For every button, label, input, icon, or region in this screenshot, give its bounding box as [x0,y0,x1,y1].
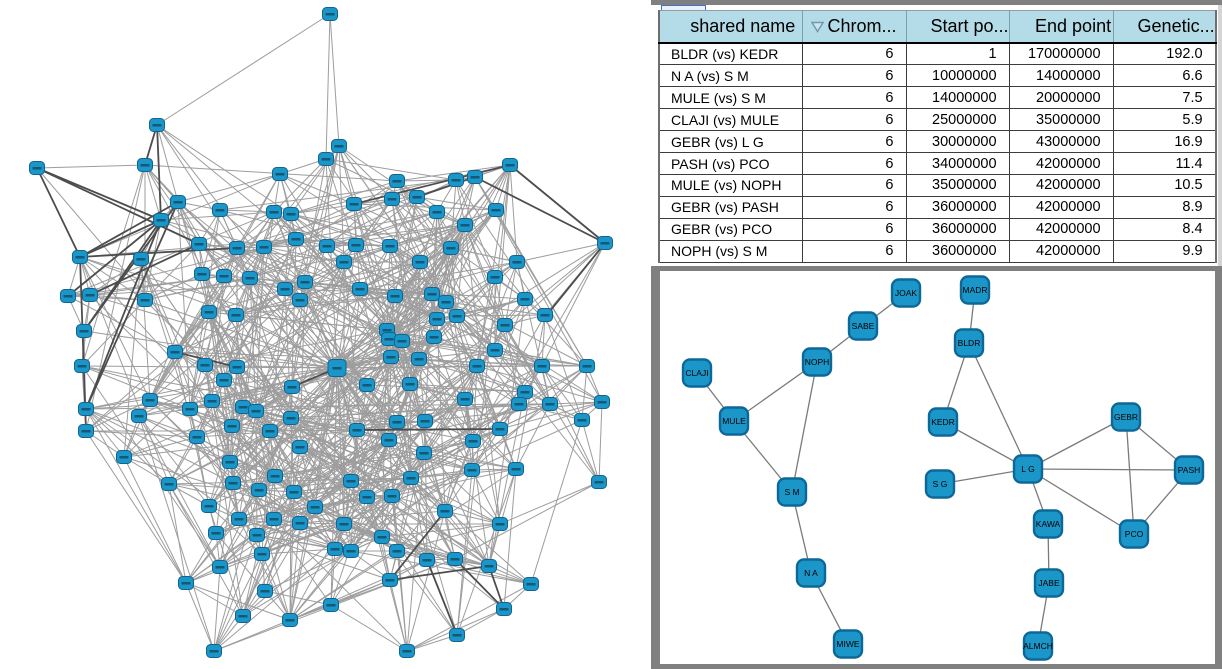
svg-text:CLAJI: CLAJI [685,368,708,378]
svg-text:MULE: MULE [722,416,746,426]
svg-text:GEBR: GEBR [1114,412,1138,422]
svg-text:MIWE: MIWE [836,639,859,649]
svg-text:S G: S G [933,479,948,489]
svg-text:JABE: JABE [1038,578,1060,588]
svg-text:PCO: PCO [1125,529,1144,539]
svg-text:L G: L G [1021,464,1034,474]
svg-text:BLDR: BLDR [958,338,981,348]
svg-text:PASH: PASH [1178,465,1201,475]
svg-text:N A: N A [804,568,818,578]
svg-text:KAWA: KAWA [1036,519,1061,529]
svg-text:SABE: SABE [852,321,875,331]
svg-text:ALMCH: ALMCH [1023,641,1053,651]
svg-text:NOPH: NOPH [805,357,830,367]
svg-text:JOAK: JOAK [895,288,918,298]
svg-text:S M: S M [784,487,799,497]
svg-text:MADR: MADR [962,285,987,295]
svg-text:KEDR: KEDR [931,417,955,427]
